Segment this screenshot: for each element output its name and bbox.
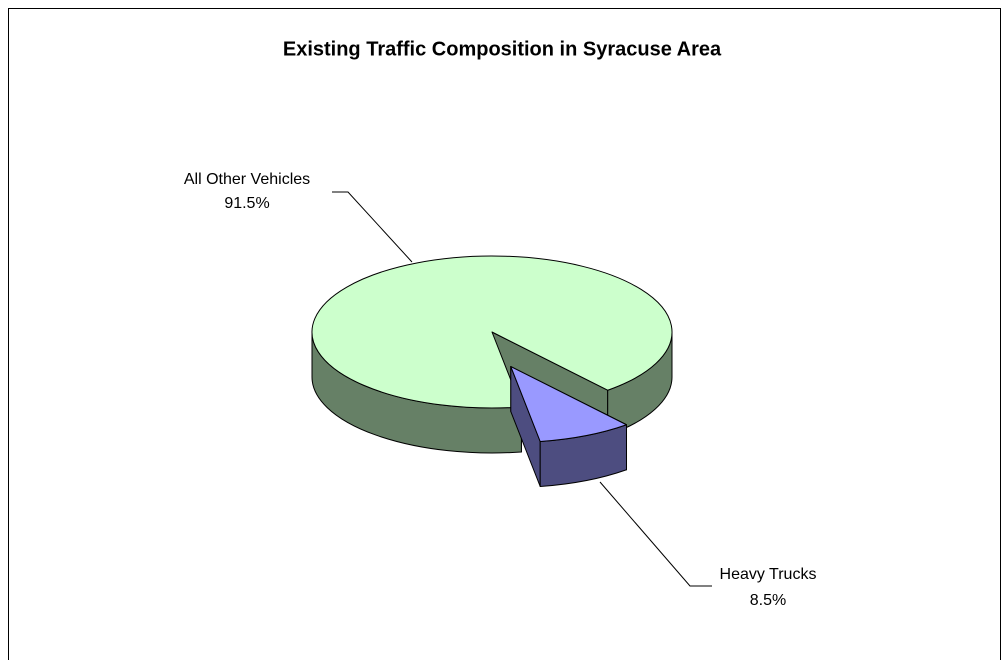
leader-line (599, 481, 712, 587)
slice-label: All Other Vehicles (184, 171, 310, 188)
slice-label: Heavy Trucks (720, 566, 817, 583)
slice-value-label: 91.5% (224, 195, 269, 212)
slice-value-label: 8.5% (750, 592, 786, 609)
leader-line (332, 191, 413, 263)
slice (510, 366, 628, 443)
slice (311, 255, 673, 409)
chart-title: Existing Traffic Composition in Syracuse… (283, 38, 722, 60)
